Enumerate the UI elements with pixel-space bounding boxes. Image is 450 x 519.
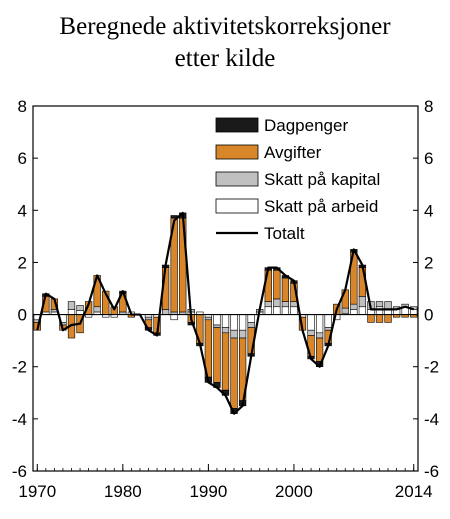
bar-skatt-p-kapital-2007	[350, 303, 358, 310]
bar-skatt-p-kapital-2002	[307, 329, 315, 336]
series-line-totalt	[36, 211, 415, 415]
bar-skatt-p-kapital-1993	[230, 329, 238, 339]
bar-avgifter-1992	[221, 332, 230, 391]
bar-skatt-p-arbeid-1994	[238, 314, 247, 331]
y-tick-label-left: 6	[18, 149, 27, 168]
legend-label-totalt: Totalt	[264, 224, 305, 243]
bar-skatt-p-arbeid-1997	[264, 306, 272, 315]
legend-label-avgifter: Avgifter	[264, 143, 322, 162]
x-tick-label: 2000	[275, 482, 313, 501]
bar-skatt-p-arbeid-2008	[358, 306, 367, 315]
bar-avgifter-1993	[230, 337, 238, 409]
bar-skatt-p-arbeid-1974	[67, 309, 76, 315]
y-tick-label-right: 6	[424, 149, 433, 168]
bar-skatt-p-kapital-2008	[358, 296, 367, 308]
chart-title: Beregnede aktivitetskorreksjoner etter ki…	[59, 13, 391, 72]
bar-skatt-p-kapital-1977	[93, 306, 101, 313]
bar-skatt-p-arbeid-1999	[281, 306, 290, 315]
y-tick-label-left: 2	[18, 253, 27, 272]
y-tick-label-left: -2	[12, 358, 27, 377]
bar-avgifter-1999	[281, 277, 290, 302]
legend-swatch-dagpenger	[215, 117, 259, 133]
y-tick-label-left: 8	[18, 97, 27, 116]
y-tick-label-left: -6	[12, 462, 27, 481]
bar-skatt-p-kapital-1999	[281, 301, 290, 308]
bar-skatt-p-kapital-2010	[375, 301, 384, 308]
bar-skatt-p-arbeid-1995	[247, 314, 255, 323]
y-tick-label-right: -2	[424, 358, 439, 377]
bar-skatt-p-arbeid-1998	[273, 306, 281, 315]
y-tick-label-left: -4	[12, 410, 27, 429]
bar-skatt-p-kapital-1975	[76, 305, 84, 311]
y-tick-label-right: 2	[424, 253, 433, 272]
bar-skatt-p-kapital-2004	[324, 327, 332, 331]
total-line-layer	[36, 211, 415, 415]
x-tick-label: 1980	[104, 482, 142, 501]
bar-skatt-p-kapital-1994	[238, 329, 247, 339]
bar-skatt-p-arbeid-2010	[375, 306, 384, 315]
bar-skatt-p-arbeid-1992	[221, 314, 230, 328]
chart-title-line-2: etter kilde	[175, 45, 276, 72]
bars-layer	[33, 212, 418, 414]
bar-skatt-p-kapital-1974	[67, 301, 76, 310]
bar-skatt-p-kapital-1991	[213, 324, 221, 328]
legend-label-skatt-p-kapital: Skatt på kapital	[264, 170, 380, 189]
bar-skatt-p-arbeid-2007	[350, 309, 358, 315]
bar-skatt-p-kapital-1997	[264, 301, 272, 308]
bar-avgifter-2009	[367, 314, 375, 323]
y-tick-label-right: 8	[424, 97, 433, 116]
x-tick-label: 2014	[395, 482, 433, 501]
y-tick-label-right: -6	[424, 462, 439, 481]
bar-skatt-p-kapital-2011	[384, 301, 392, 310]
bar-skatt-p-arbeid-2003	[315, 314, 324, 334]
bar-skatt-p-arbeid-1991	[213, 314, 221, 326]
y-tick-label-right: 0	[424, 306, 433, 325]
bar-skatt-p-arbeid-1993	[230, 314, 238, 331]
legend-swatch-skatt-p-kapital	[215, 171, 259, 187]
legend-label-dagpenger: Dagpenger	[264, 116, 348, 135]
legend-swatch-avgifter	[215, 144, 259, 160]
bar-skatt-p-arbeid-2014	[410, 309, 418, 315]
bar-skatt-p-kapital-2003	[315, 332, 324, 339]
bar-avgifter-1991	[213, 327, 221, 383]
bar-avgifter-2010	[375, 314, 384, 323]
bar-avgifter-2003	[315, 337, 324, 362]
bar-skatt-p-arbeid-2002	[307, 314, 315, 331]
bar-skatt-p-kapital-1998	[273, 298, 281, 308]
bar-skatt-p-kapital-1983	[144, 316, 153, 321]
x-tick-label: 1990	[189, 482, 227, 501]
bar-skatt-p-kapital-1990	[204, 316, 213, 321]
legend: Dagpenger Avgifter Skatt på kapital Skatt p…	[215, 116, 380, 243]
x-tick-label: 1970	[18, 482, 56, 501]
bar-skatt-p-kapital-1995	[247, 322, 255, 328]
bar-skatt-p-arbeid-2004	[324, 314, 332, 328]
y-tick-label-left: 4	[18, 201, 27, 220]
bar-skatt-p-kapital-1985	[161, 309, 170, 315]
bar-skatt-p-kapital-1992	[221, 327, 230, 334]
bar-skatt-p-kapital-2006	[341, 307, 349, 314]
y-tick-label-right: 4	[424, 201, 433, 220]
axes-layer: -6 -6 -4 -4 -2 -2 0 0 2 2 4 4 6 6 8 8 1970 1980 1990 2000 20…	[12, 97, 439, 501]
bar-avgifter-1998	[273, 269, 281, 300]
bar-avgifter-2011	[384, 314, 392, 323]
legend-swatch-skatt-p-arbeid	[215, 198, 259, 214]
chart-title-line-1: Beregnede aktivitetskorreksjoner	[59, 13, 391, 40]
bar-skatt-p-arbeid-2000	[290, 306, 298, 315]
y-tick-label-left: 0	[18, 306, 27, 325]
y-tick-label-right: -4	[424, 410, 439, 429]
bar-skatt-p-kapital-2000	[290, 301, 298, 308]
bar-skatt-p-arbeid-1986	[170, 314, 178, 321]
legend-label-skatt-p-arbeid: Skatt på arbeid	[264, 197, 378, 216]
